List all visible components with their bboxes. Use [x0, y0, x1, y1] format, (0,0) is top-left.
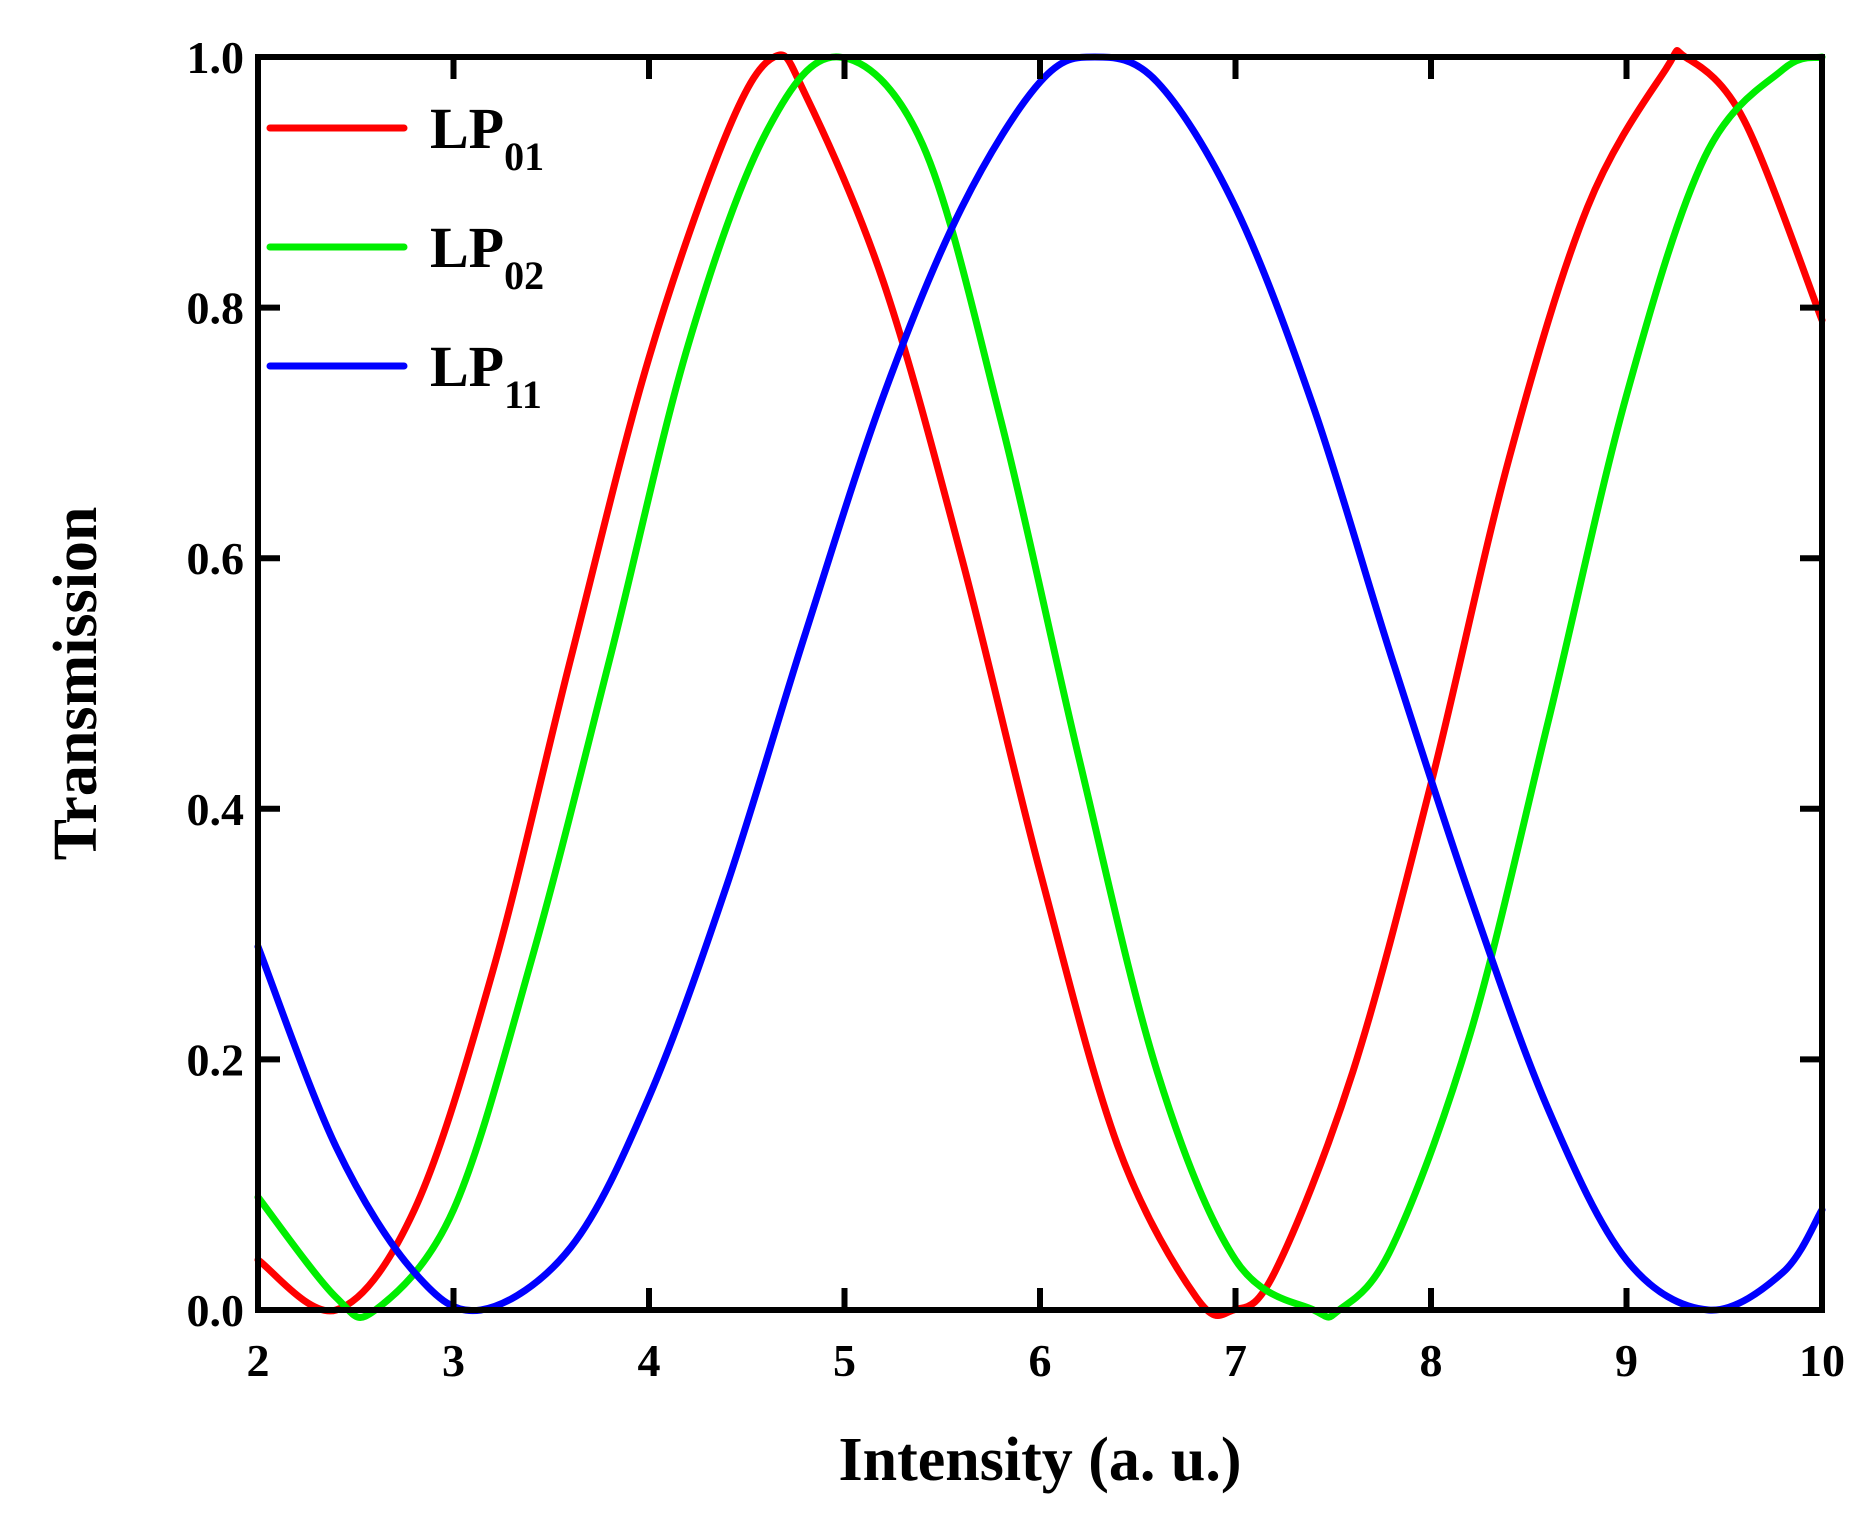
x-tick-label: 2: [247, 1335, 270, 1386]
series-line-lp11: [254, 53, 1826, 1315]
x-tick-label: 8: [1420, 1335, 1443, 1386]
y-tick-label: 0.0: [187, 1285, 245, 1336]
plot-frame: [255, 54, 1825, 1313]
x-tick-label: 3: [442, 1335, 465, 1386]
y-tick-label: 0.6: [187, 533, 245, 584]
legend-label-lp02: LP02: [430, 215, 544, 298]
legend-label-lp11: LP11: [430, 334, 542, 417]
x-tick-label: 10: [1799, 1335, 1845, 1386]
y-tick-label: 0.8: [187, 283, 245, 334]
x-tick-label: 4: [638, 1335, 661, 1386]
legend: LP01 LP02 LP11: [266, 96, 544, 417]
y-tick-label: 0.4: [187, 784, 245, 835]
y-axis-label: Transmission: [42, 507, 110, 861]
legend-label-lp01: LP01: [430, 96, 544, 179]
series-line-lp01: [254, 47, 1826, 1319]
x-tick-label: 7: [1224, 1335, 1247, 1386]
x-tick-label: 9: [1615, 1335, 1638, 1386]
y-tick-label: 1.0: [187, 32, 245, 83]
x-tick-label: 5: [833, 1335, 856, 1386]
series-line-lp02: [254, 53, 1826, 1321]
x-axis-label: Intensity (a. u.): [838, 1426, 1241, 1494]
y-tick-label: 0.2: [187, 1034, 245, 1085]
tick-labels-layer: 2 3 4 5 6 7 8 9 10 0.0 0.2 0.4 0.6 0.8 1.0: [187, 32, 1846, 1386]
series-layer: [254, 47, 1826, 1321]
x-tick-label: 6: [1029, 1335, 1052, 1386]
